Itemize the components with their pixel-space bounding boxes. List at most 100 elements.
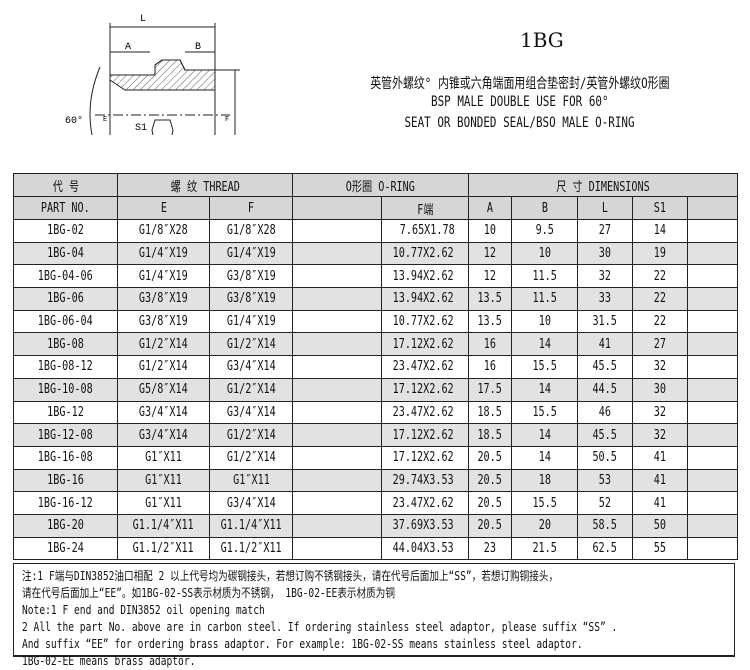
table-row: 1BG-06-04 G3/8″X19 G1/4″X19 10.77X2.62 13.5 1… xyxy=(13,309,739,334)
cell-part-no: 1BG-08 xyxy=(13,332,118,357)
cell-dim-l: 27 xyxy=(577,219,633,243)
cell-dim-l: 46 xyxy=(577,400,633,425)
header-s1: S1 xyxy=(632,196,688,220)
cell-dim-a: 20.5 xyxy=(468,513,512,538)
note-line: 请在代号后面加上“EE”。如1BG-02-SS表示材质为不锈钢， 1BG-02-… xyxy=(22,586,395,600)
cell-thread-e: G3/4″X14 xyxy=(117,423,210,447)
cell-blank-end xyxy=(686,309,739,334)
cell-dim-a: 23 xyxy=(468,536,512,561)
cell-thread-f: G1.1/2″X11 xyxy=(209,536,293,561)
cell-thread-e: G1″X11 xyxy=(117,445,210,470)
cell-blank-end xyxy=(686,513,739,538)
cell-dim-s1: 32 xyxy=(632,355,688,379)
cell-oring-f-end: 23.47X2.62 xyxy=(381,491,469,515)
cell-dim-s1: 22 xyxy=(632,309,688,334)
cell-dim-l: 32 xyxy=(577,264,633,289)
cell-thread-e: G1/4″X19 xyxy=(117,264,210,289)
cell-blank xyxy=(292,400,382,425)
cell-dim-l: 30 xyxy=(577,241,633,266)
cell-dim-b: 15.5 xyxy=(511,400,578,425)
cell-dim-s1: 55 xyxy=(632,536,688,561)
cell-dim-b: 18 xyxy=(511,468,578,493)
cell-part-no: 1BG-06 xyxy=(13,287,118,311)
label-S1: S1 xyxy=(135,123,147,134)
cell-part-no: 1BG-08-12 xyxy=(13,355,118,379)
cell-part-no: 1BG-02 xyxy=(13,219,118,243)
cell-blank xyxy=(292,536,382,561)
cell-dim-s1: 22 xyxy=(632,264,688,289)
label-L: L xyxy=(140,14,146,25)
cell-blank xyxy=(292,377,382,402)
cell-blank-end xyxy=(686,332,739,357)
header-thread: 螺 纹 THREAD xyxy=(117,173,293,197)
cell-dim-s1: 19 xyxy=(632,241,688,266)
cell-dim-s1: 41 xyxy=(632,468,688,493)
cell-blank xyxy=(292,309,382,334)
cell-dim-a: 20.5 xyxy=(468,491,512,515)
cell-blank-end xyxy=(686,400,739,425)
cell-dim-b: 14 xyxy=(511,377,578,402)
cell-part-no: 1BG-04-06 xyxy=(13,264,118,289)
table-row: 1BG-08 G1/2″X14 G1/2″X14 17.12X2.62 16 14 41 27 xyxy=(13,332,739,357)
note-line: Note:1 F end and DIN3852 oil opening mat… xyxy=(22,603,265,617)
label-F: F xyxy=(225,116,229,124)
cell-thread-f: G3/8″X19 xyxy=(209,287,293,311)
table-row: 1BG-16-08 G1″X11 G1/2″X14 17.12X2.62 20.5 14 5… xyxy=(13,445,739,470)
cell-thread-f: G1/2″X14 xyxy=(209,332,293,357)
cell-thread-e: G1/8″X28 xyxy=(117,219,210,243)
cell-thread-e: G3/8″X19 xyxy=(117,309,210,334)
cell-blank-end xyxy=(686,264,739,289)
cell-oring-f-end: 17.12X2.62 xyxy=(381,377,469,402)
cell-part-no: 1BG-24 xyxy=(13,536,118,561)
table-row: 1BG-10-08 G5/8″X14 G1/2″X14 17.12X2.62 17.5 1… xyxy=(13,377,739,402)
cell-dim-l: 33 xyxy=(577,287,633,311)
cell-dim-l: 53 xyxy=(577,468,633,493)
table-row: 1BG-08-12 G1/2″X14 G3/4″X14 23.47X2.62 16 15.… xyxy=(13,355,739,379)
cell-oring-f-end: 17.12X2.62 xyxy=(381,445,469,470)
cell-thread-e: G1/2″X14 xyxy=(117,355,210,379)
cell-oring-f-end: 10.77X2.62 xyxy=(381,241,469,266)
note-line: And suffix “EE” for ordering brass adapt… xyxy=(22,637,583,651)
cell-dim-b: 10 xyxy=(511,309,578,334)
cell-dim-a: 16 xyxy=(468,355,512,379)
cell-oring-f-end: 7.65X1.78 xyxy=(381,219,469,243)
cell-dim-l: 50.5 xyxy=(577,445,633,470)
cell-blank-end xyxy=(686,287,739,311)
header-l: L xyxy=(577,196,633,220)
cell-blank-end xyxy=(686,241,739,266)
cell-thread-e: G1.1/2″X11 xyxy=(117,536,210,561)
cell-dim-s1: 32 xyxy=(632,423,688,447)
notes-box: 注:1 F端与DIN3852油口相配 2 以上代号均为碳钢接头，若想订购不锈钢接… xyxy=(13,563,735,668)
table-row: 1BG-12 G3/4″X14 G3/4″X14 23.47X2.62 18.5 15.5… xyxy=(13,400,739,425)
cell-blank-end xyxy=(686,377,739,402)
cell-dim-b: 14 xyxy=(511,332,578,357)
subtitle-en-1: BSP MALE DOUBLE USE FOR 60° xyxy=(431,94,609,110)
cell-blank-end xyxy=(686,219,739,243)
cell-dim-l: 62.5 xyxy=(577,536,633,561)
cell-thread-e: G3/8″X19 xyxy=(117,287,210,311)
cell-dim-b: 9.5 xyxy=(511,219,578,243)
cell-dim-s1: 14 xyxy=(632,219,688,243)
cell-blank xyxy=(292,287,382,311)
header-e: E xyxy=(117,196,210,220)
cell-blank xyxy=(292,241,382,266)
cell-thread-f: G1/8″X28 xyxy=(209,219,293,243)
cell-dim-a: 17.5 xyxy=(468,377,512,402)
cell-dim-l: 45.5 xyxy=(577,355,633,379)
table-row: 1BG-12-08 G3/4″X14 G1/2″X14 17.12X2.62 18.5 1… xyxy=(13,423,739,447)
cell-dim-l: 45.5 xyxy=(577,423,633,447)
cell-thread-e: G1″X11 xyxy=(117,491,210,515)
cell-thread-f: G1/4″X19 xyxy=(209,309,293,334)
cell-blank-end xyxy=(686,355,739,379)
cell-blank xyxy=(292,423,382,447)
cell-dim-b: 20 xyxy=(511,513,578,538)
cell-thread-e: G1/2″X14 xyxy=(117,332,210,357)
cell-part-no: 1BG-20 xyxy=(13,513,118,538)
header-row-1: 代 号 螺 纹 THREAD O形圈 O-RING 尺 寸 DIMENSIONS xyxy=(13,173,739,197)
table-row: 1BG-06 G3/8″X19 G3/8″X19 13.94X2.62 13.5 11.5… xyxy=(13,287,739,311)
subtitle-cn: 英管外螺纹° 内锥或六角端面用组合垫密封/英管外螺纹O形圈 xyxy=(370,76,670,92)
cell-oring-f-end: 23.47X2.62 xyxy=(381,400,469,425)
cell-thread-f: G1/2″X14 xyxy=(209,445,293,470)
cell-dim-l: 52 xyxy=(577,491,633,515)
cell-dim-a: 12 xyxy=(468,241,512,266)
